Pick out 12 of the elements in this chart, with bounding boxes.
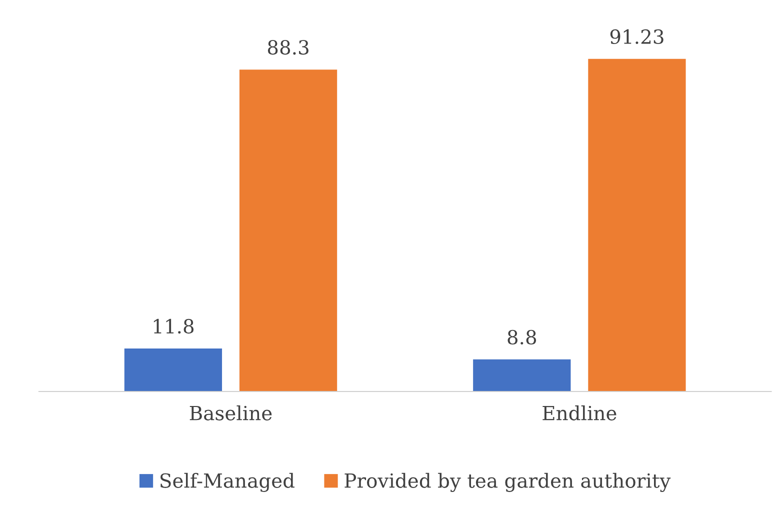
data-label: 91.23: [610, 29, 664, 44]
data-label: 88.3: [268, 40, 308, 55]
bar: [239, 70, 338, 392]
legend-label: Self-Managed: [160, 472, 294, 492]
x-tick-label: Baseline: [190, 405, 272, 420]
bar: [473, 359, 571, 392]
bar: [124, 348, 222, 392]
x-tick-label: Endline: [542, 405, 616, 420]
data-label: 8.8: [508, 330, 536, 345]
data-label: 11.8: [154, 318, 194, 334]
bar: [588, 58, 686, 392]
legend-label: Provided by tea garden authority: [344, 472, 671, 492]
